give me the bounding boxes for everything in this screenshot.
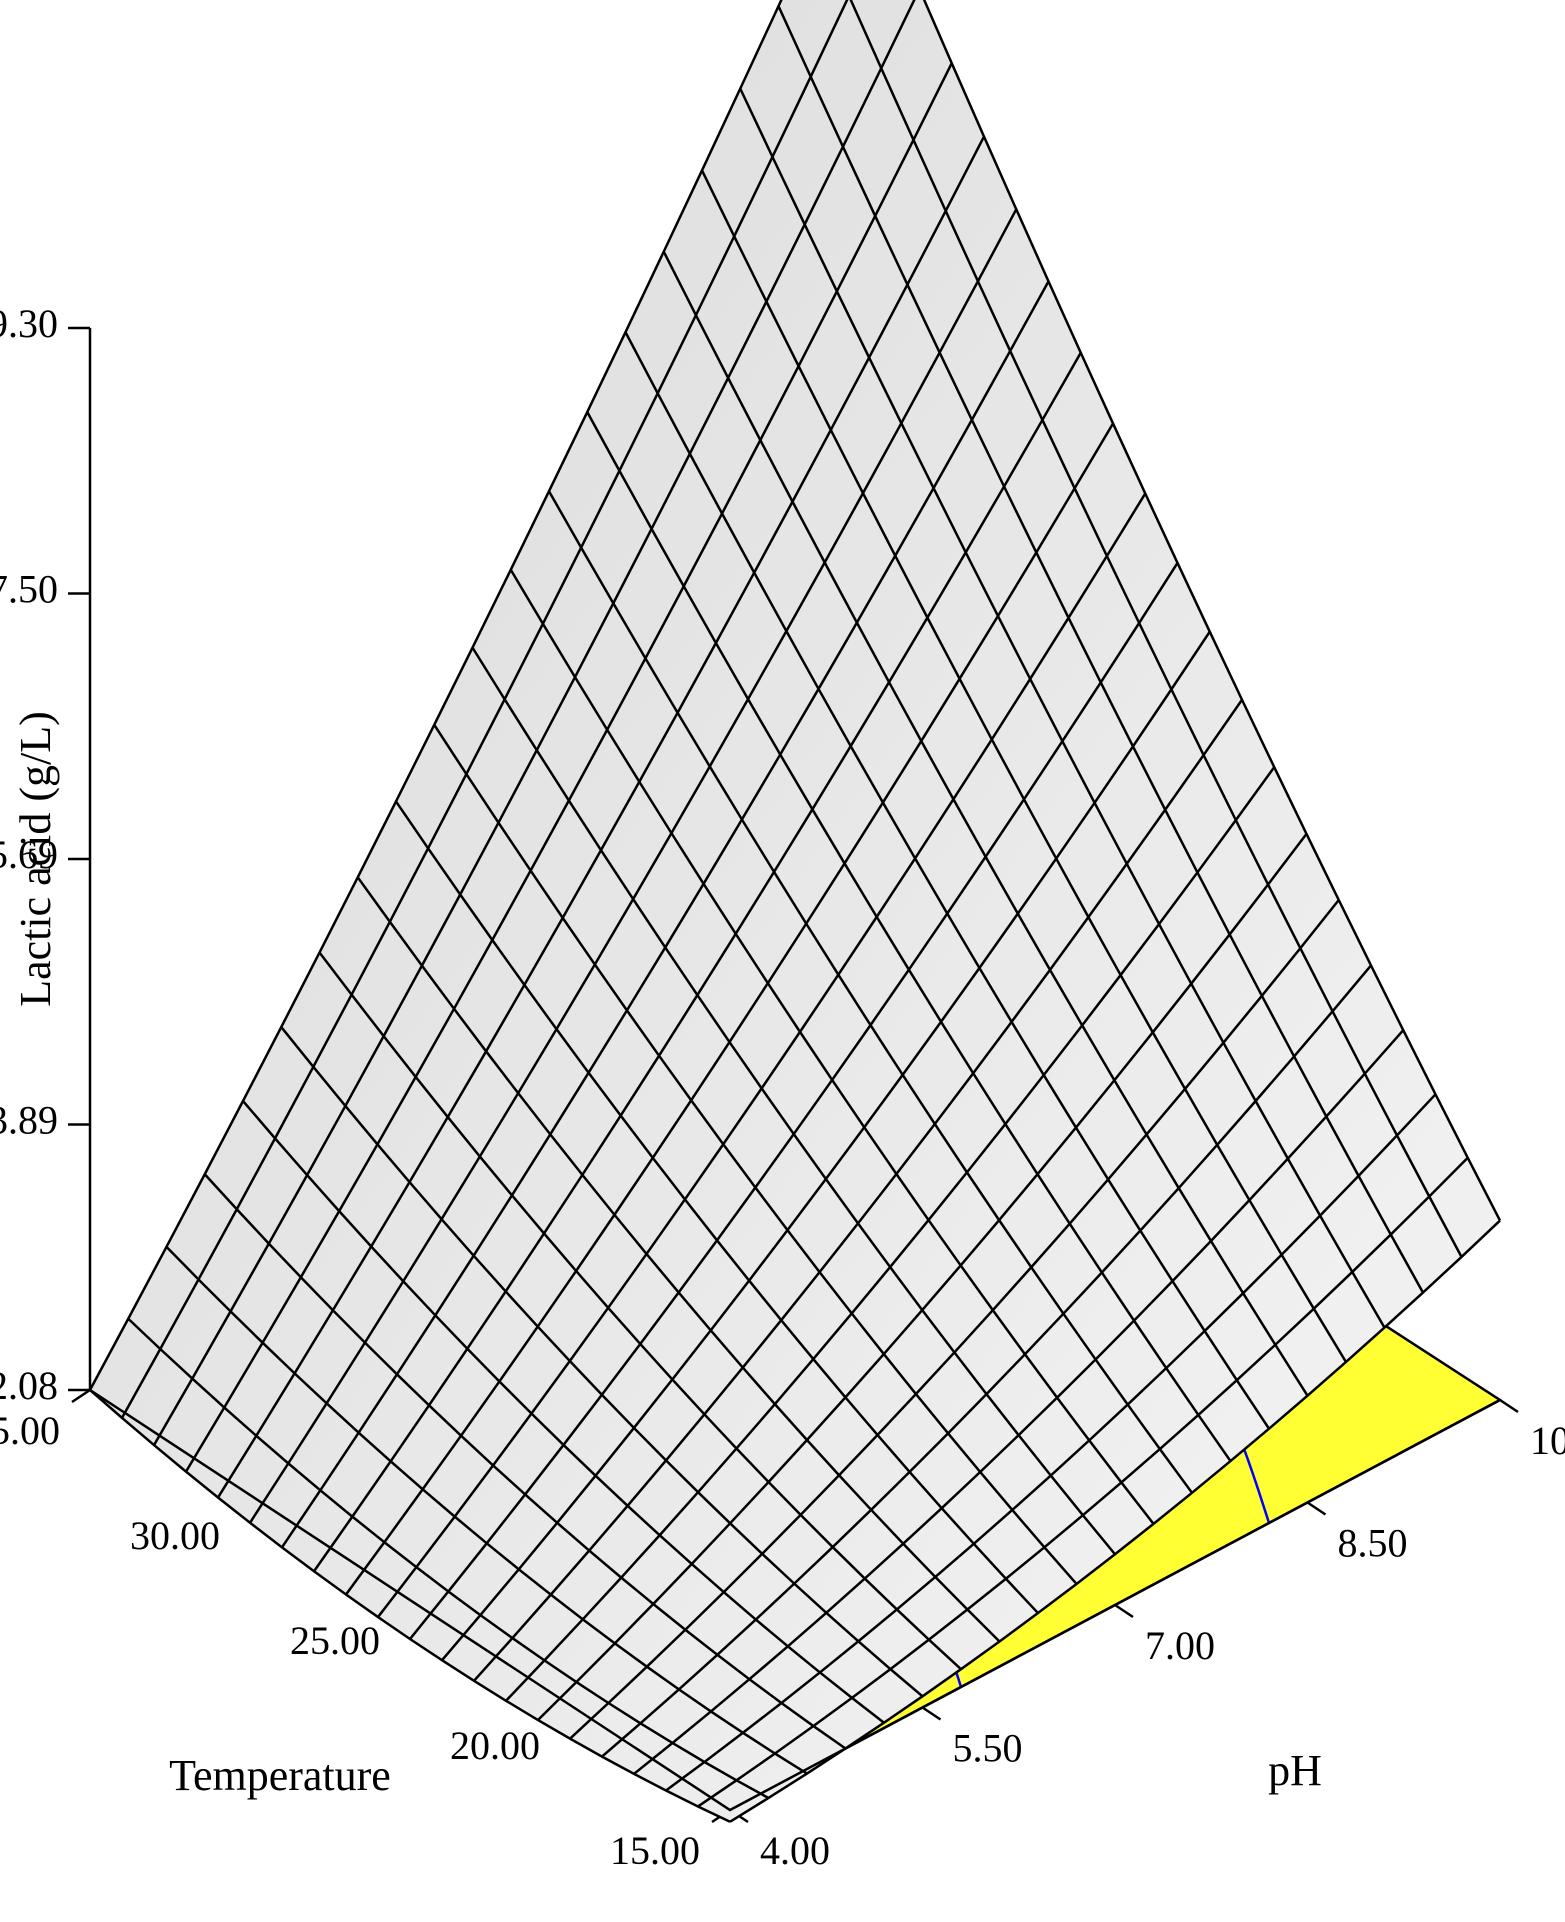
temp-tick-label: 35.00 [0,1408,60,1453]
ph-axis-label: pH [1268,1746,1322,1795]
ph-tick-label: 5.50 [953,1726,1023,1771]
surface-fill [90,0,1500,1822]
temp-tick-label: 20.00 [450,1723,540,1768]
z-tick-label: 7.50 [0,567,58,612]
ph-tick-label: 7.00 [1145,1623,1215,1668]
temp-tick-label: 25.00 [290,1618,380,1663]
z-tick-label: 3.89 [0,1098,58,1143]
temp-tick-label: 15.00 [610,1828,700,1873]
z-tick-label: 9.30 [0,301,58,346]
ph-tick-label: 8.50 [1338,1521,1408,1566]
temp-tick-label: 30.00 [130,1513,220,1558]
ph-tick-label: 10.00 [1530,1418,1565,1463]
ph-tick-label: 4.00 [760,1828,830,1873]
surface-plot: 2.083.895.697.509.30Lactic acid (g/L)35.… [0,0,1565,1922]
z-tick-label: 2.08 [0,1363,58,1408]
temperature-axis-label: Temperature [169,1751,391,1800]
z-axis-label: Lactic acid (g/L) [11,711,60,1007]
